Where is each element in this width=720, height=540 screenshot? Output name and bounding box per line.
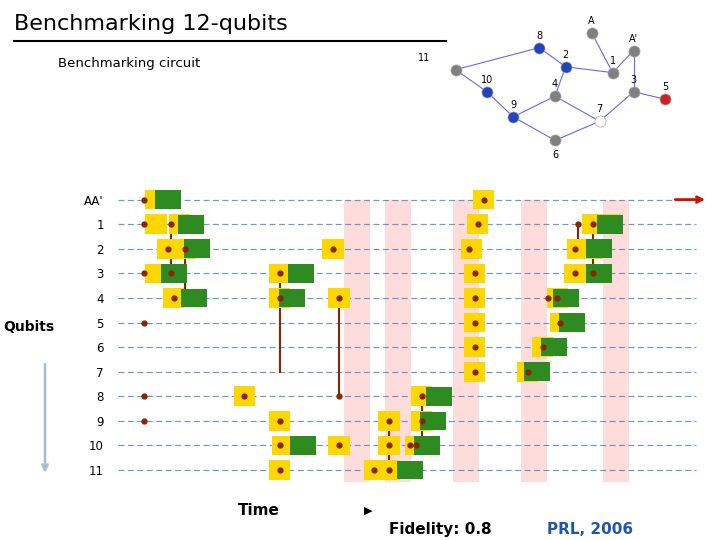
Bar bbox=[145, 190, 166, 210]
Bar bbox=[155, 190, 181, 209]
Bar bbox=[290, 436, 317, 455]
Bar bbox=[453, 200, 479, 482]
Bar bbox=[145, 214, 166, 234]
Bar bbox=[523, 362, 549, 381]
Bar bbox=[521, 200, 546, 482]
Bar bbox=[287, 264, 313, 282]
Bar bbox=[549, 313, 571, 332]
Bar bbox=[163, 288, 184, 308]
Bar bbox=[328, 288, 349, 308]
Bar bbox=[385, 200, 411, 482]
Bar bbox=[464, 338, 485, 357]
Bar bbox=[582, 239, 603, 259]
Bar bbox=[179, 215, 204, 233]
Bar bbox=[567, 239, 589, 259]
Bar bbox=[585, 239, 612, 258]
Text: Time: Time bbox=[238, 503, 279, 518]
Text: ▶: ▶ bbox=[364, 505, 372, 515]
Bar bbox=[553, 288, 579, 307]
Bar bbox=[364, 460, 385, 480]
Bar bbox=[585, 264, 612, 282]
Text: 9: 9 bbox=[510, 100, 516, 110]
Text: 2: 2 bbox=[562, 50, 569, 60]
Text: 8: 8 bbox=[536, 31, 542, 41]
Bar bbox=[161, 264, 186, 282]
Text: 7: 7 bbox=[596, 104, 603, 114]
Bar bbox=[532, 338, 553, 357]
Bar bbox=[379, 411, 400, 431]
Bar bbox=[464, 313, 485, 332]
Bar bbox=[415, 436, 441, 455]
Bar bbox=[343, 200, 369, 482]
Bar bbox=[181, 288, 207, 307]
Bar bbox=[420, 411, 446, 430]
Bar bbox=[598, 215, 624, 233]
Bar bbox=[269, 411, 290, 431]
Bar bbox=[145, 264, 166, 283]
Bar bbox=[323, 239, 343, 259]
Bar bbox=[582, 214, 603, 234]
Bar bbox=[379, 436, 400, 455]
Bar bbox=[517, 362, 539, 382]
Bar bbox=[564, 264, 585, 283]
Bar bbox=[603, 200, 629, 482]
Text: 10: 10 bbox=[481, 75, 493, 85]
Bar bbox=[269, 264, 290, 283]
Bar bbox=[411, 387, 432, 406]
Bar bbox=[269, 288, 290, 308]
Bar bbox=[397, 461, 423, 480]
Bar bbox=[175, 239, 196, 259]
Bar bbox=[426, 387, 452, 406]
Text: Fidelity: 0.8: Fidelity: 0.8 bbox=[389, 522, 492, 537]
Bar bbox=[169, 214, 190, 234]
Bar bbox=[157, 239, 179, 259]
Bar bbox=[546, 288, 568, 308]
Text: Qubits: Qubits bbox=[3, 320, 55, 334]
Bar bbox=[184, 239, 210, 258]
Text: 11: 11 bbox=[418, 53, 431, 63]
Text: 1: 1 bbox=[610, 56, 616, 66]
Bar bbox=[328, 436, 349, 455]
Bar bbox=[411, 411, 432, 431]
Text: Benchmarking circuit: Benchmarking circuit bbox=[58, 57, 200, 70]
Bar bbox=[269, 460, 290, 480]
Bar bbox=[464, 362, 485, 382]
Bar bbox=[600, 214, 621, 234]
Text: 4: 4 bbox=[552, 79, 558, 90]
Text: 6: 6 bbox=[552, 150, 558, 160]
Bar bbox=[541, 338, 567, 356]
Text: A': A' bbox=[629, 34, 638, 44]
Bar bbox=[405, 436, 426, 455]
Bar bbox=[379, 460, 400, 480]
Text: Benchmarking 12-qubits: Benchmarking 12-qubits bbox=[14, 14, 288, 33]
Bar bbox=[473, 190, 494, 210]
Bar bbox=[467, 214, 488, 234]
Text: 3: 3 bbox=[631, 75, 636, 85]
Bar bbox=[279, 288, 305, 307]
Text: A: A bbox=[588, 16, 595, 26]
Text: 5: 5 bbox=[662, 83, 668, 92]
Bar bbox=[461, 239, 482, 259]
Text: PRL, 2006: PRL, 2006 bbox=[547, 522, 634, 537]
Bar bbox=[464, 288, 485, 308]
Bar bbox=[559, 313, 585, 332]
Bar bbox=[272, 436, 294, 455]
Bar bbox=[464, 264, 485, 283]
Bar bbox=[234, 387, 255, 406]
